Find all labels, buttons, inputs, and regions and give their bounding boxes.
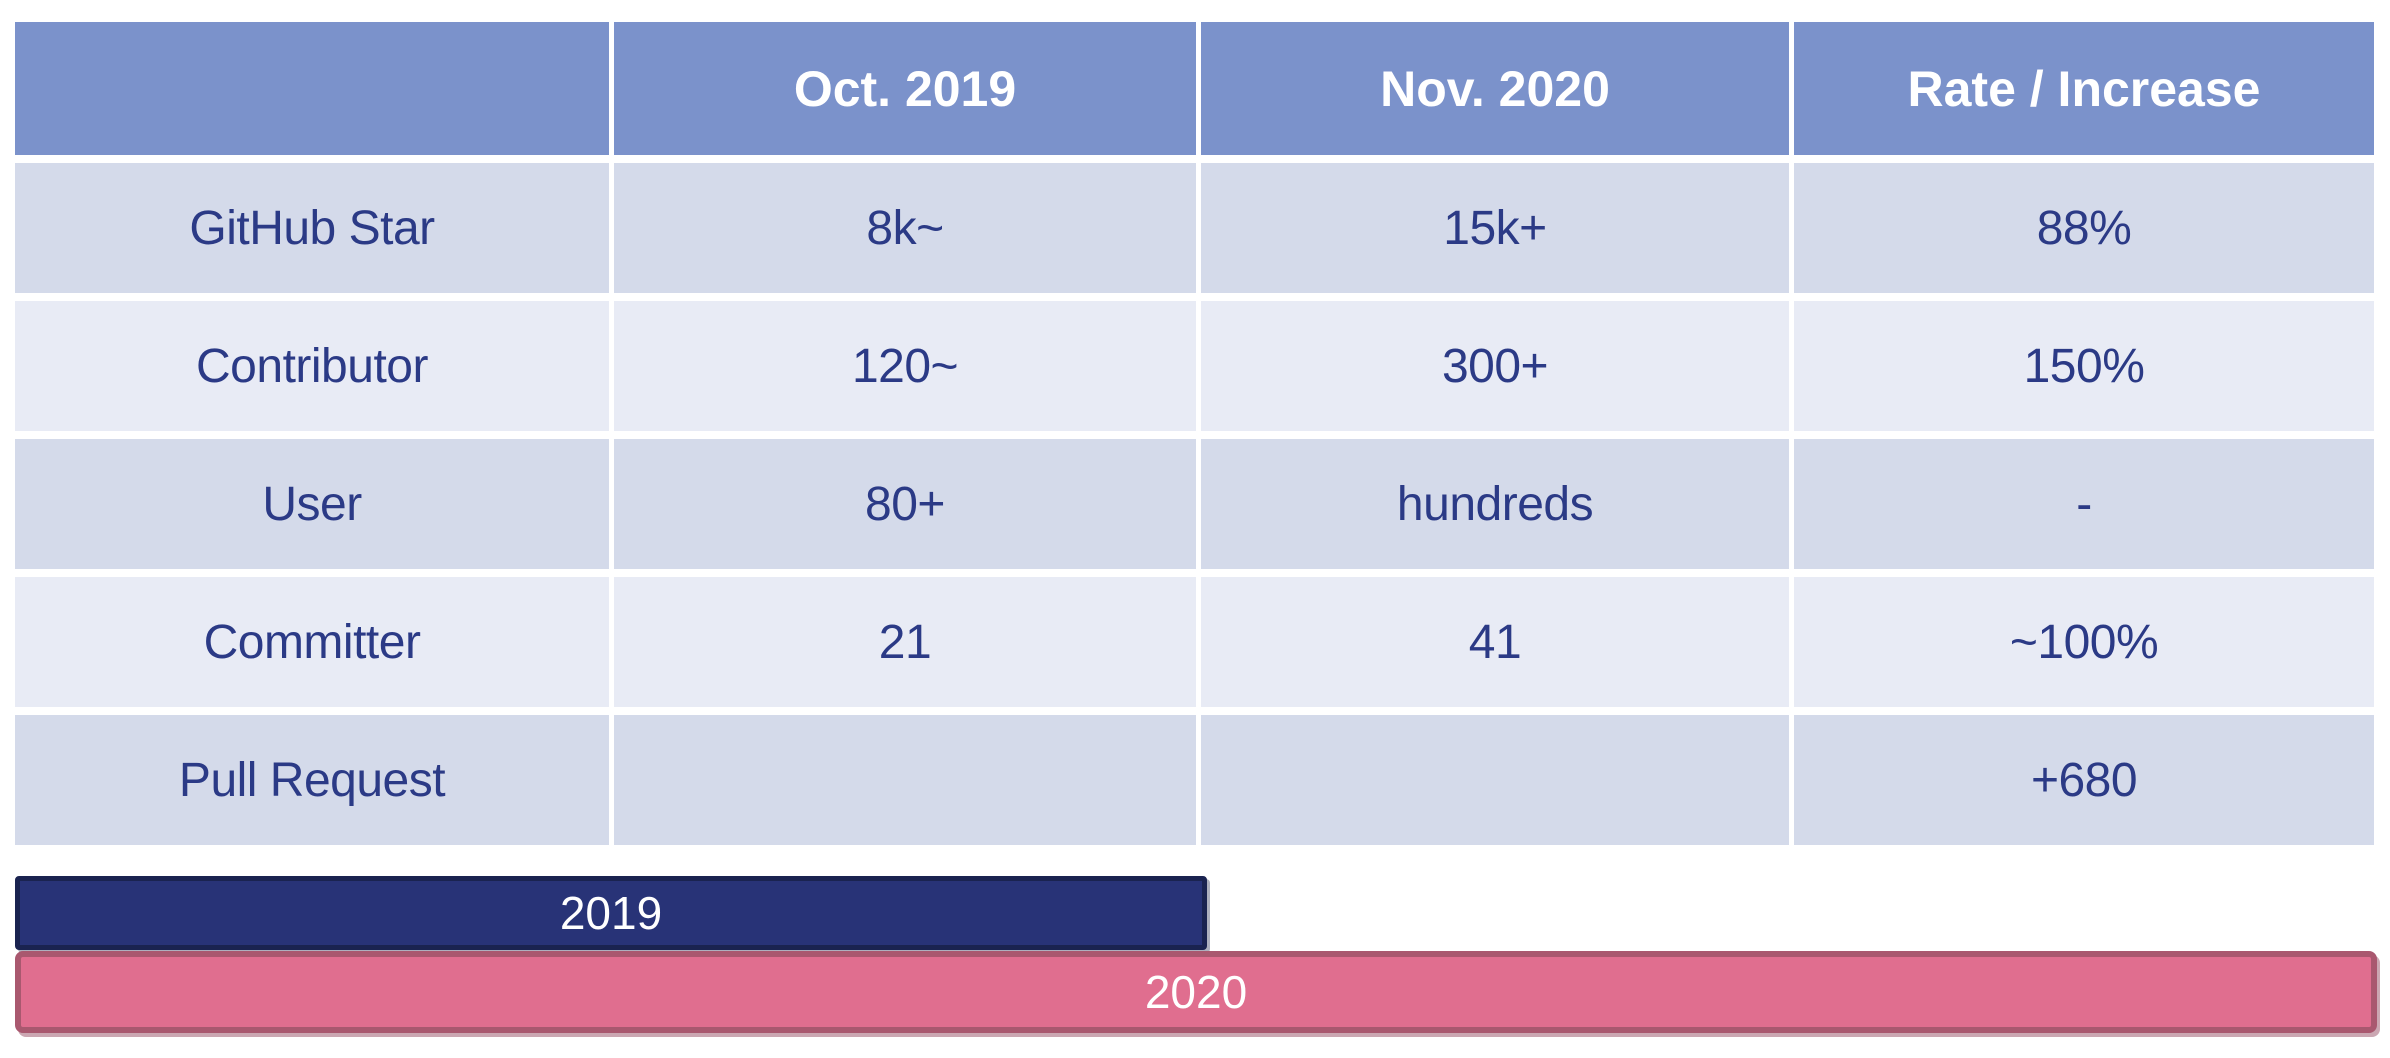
cell-pull-request-2020 (1201, 715, 1789, 845)
cell-committer-2019: 21 (614, 577, 1196, 707)
cell-pull-request-rate: +680 (1794, 715, 2374, 845)
cell-github-star-2020: 15k+ (1201, 163, 1789, 293)
timeline-bar-2019-label: 2019 (559, 887, 663, 939)
cell-github-star-2019: 8k~ (614, 163, 1196, 293)
cell-user-2019: 80+ (614, 439, 1196, 569)
timeline-bar-2019: 2019 (15, 876, 1207, 950)
stats-table: Oct. 2019 Nov. 2020 Rate / Increase GitH… (15, 22, 2374, 845)
row-label-committer: Committer (15, 577, 609, 707)
cell-user-rate: - (1794, 439, 2374, 569)
cell-committer-2020: 41 (1201, 577, 1789, 707)
column-header-rate-increase: Rate / Increase (1794, 22, 2374, 155)
cell-contributor-rate: 150% (1794, 301, 2374, 431)
timeline-bar-2020: 2020 (15, 951, 2377, 1033)
column-header-oct-2019: Oct. 2019 (614, 22, 1196, 155)
cell-pull-request-2019 (614, 715, 1196, 845)
row-label-github-star: GitHub Star (15, 163, 609, 293)
cell-contributor-2019: 120~ (614, 301, 1196, 431)
cell-user-2020: hundreds (1201, 439, 1789, 569)
column-header-nov-2020: Nov. 2020 (1201, 22, 1789, 155)
row-label-user: User (15, 439, 609, 569)
column-header-metric (15, 22, 609, 155)
cell-committer-rate: ~100% (1794, 577, 2374, 707)
row-label-pull-request: Pull Request (15, 715, 609, 845)
cell-github-star-rate: 88% (1794, 163, 2374, 293)
row-label-contributor: Contributor (15, 301, 609, 431)
timeline-bar-2020-label: 2020 (1144, 966, 1248, 1018)
cell-contributor-2020: 300+ (1201, 301, 1789, 431)
